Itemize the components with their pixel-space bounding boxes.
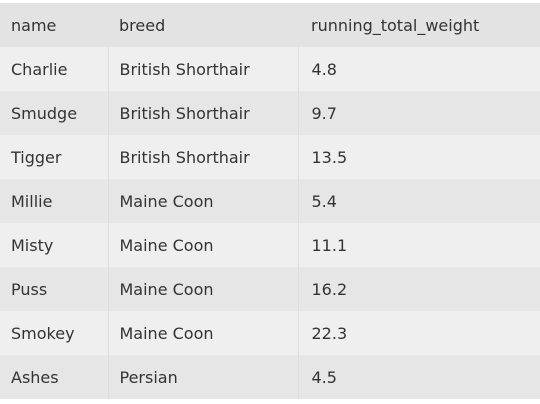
cell-breed: Maine Coon xyxy=(107,223,298,267)
cell-breed: British Shorthair xyxy=(107,91,298,135)
table-row: Smokey Maine Coon 22.3 xyxy=(0,311,540,355)
cell-name: Smokey xyxy=(0,311,108,355)
cell-name: Ashes xyxy=(0,355,108,399)
table-row: Tigger British Shorthair 13.5 xyxy=(0,135,540,179)
cell-breed: Persian xyxy=(107,355,298,399)
cell-running-total-weight: 11.1 xyxy=(297,223,540,267)
cell-name: Smudge xyxy=(0,91,108,135)
table-row: Millie Maine Coon 5.4 xyxy=(0,179,540,223)
cell-running-total-weight: 4.8 xyxy=(297,47,540,91)
cell-running-total-weight: 4.5 xyxy=(297,355,540,399)
cell-breed: Maine Coon xyxy=(107,311,298,355)
cell-running-total-weight: 22.3 xyxy=(297,311,540,355)
results-table: name breed running_total_weight Charlie … xyxy=(0,3,540,399)
cell-running-total-weight: 16.2 xyxy=(297,267,540,311)
cell-running-total-weight: 5.4 xyxy=(297,179,540,223)
column-header-name: name xyxy=(0,3,108,47)
cell-breed: British Shorthair xyxy=(107,47,298,91)
cell-running-total-weight: 13.5 xyxy=(297,135,540,179)
table-row: Puss Maine Coon 16.2 xyxy=(0,267,540,311)
cell-name: Tigger xyxy=(0,135,108,179)
table-row: Ashes Persian 4.5 xyxy=(0,355,540,399)
cell-name: Puss xyxy=(0,267,108,311)
cell-breed: Maine Coon xyxy=(107,179,298,223)
cell-breed: Maine Coon xyxy=(107,267,298,311)
table-body: Charlie British Shorthair 4.8 Smudge Bri… xyxy=(0,47,540,399)
cell-name: Misty xyxy=(0,223,108,267)
table-row: Misty Maine Coon 11.1 xyxy=(0,223,540,267)
table-header: name breed running_total_weight xyxy=(0,3,540,47)
cell-name: Millie xyxy=(0,179,108,223)
column-header-breed: breed xyxy=(108,3,298,47)
cell-name: Charlie xyxy=(0,47,108,91)
cell-running-total-weight: 9.7 xyxy=(297,91,540,135)
table-row: Charlie British Shorthair 4.8 xyxy=(0,47,540,91)
table-row: Smudge British Shorthair 9.7 xyxy=(0,91,540,135)
header-row: name breed running_total_weight xyxy=(0,3,540,47)
column-header-running-total-weight: running_total_weight xyxy=(298,3,540,47)
cell-breed: British Shorthair xyxy=(107,135,298,179)
